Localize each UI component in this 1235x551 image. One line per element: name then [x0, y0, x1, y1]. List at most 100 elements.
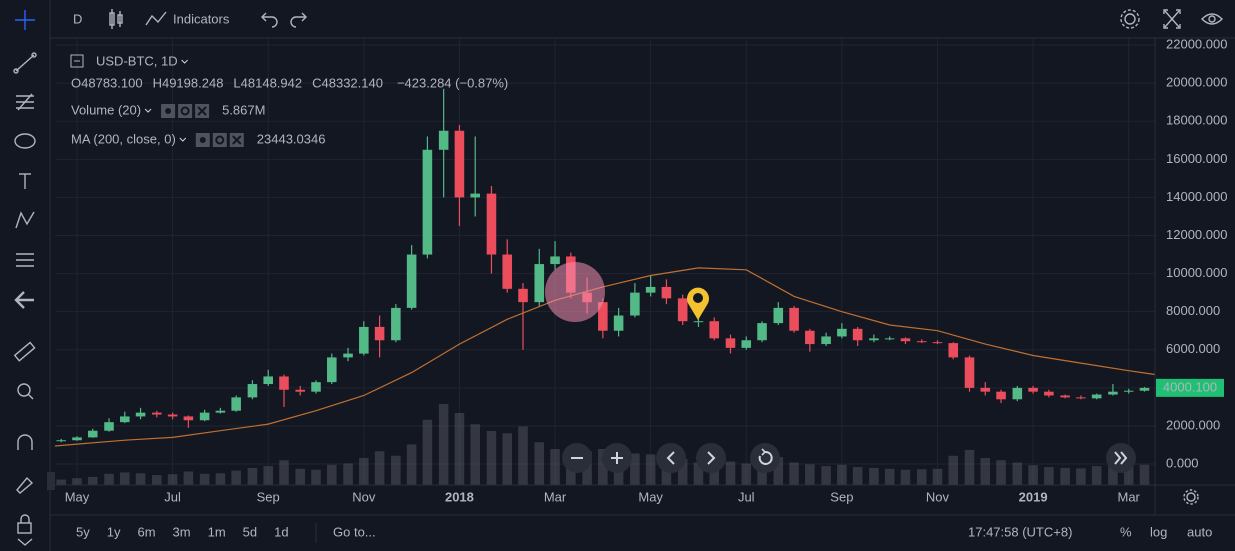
lock-draw-tool[interactable] [16, 476, 34, 494]
volume-bar [741, 463, 752, 485]
volume-bar [279, 460, 289, 485]
indicator-name[interactable]: Volume (20) [71, 102, 141, 117]
zoom-out-button[interactable] [562, 443, 592, 473]
crosshair-tool[interactable] [15, 10, 35, 30]
reset-button[interactable] [750, 443, 780, 473]
auto-toggle[interactable]: auto [1187, 524, 1212, 539]
volume-bar [1076, 468, 1086, 485]
axis-settings-button[interactable] [1183, 489, 1199, 505]
candle-body [1060, 395, 1070, 398]
range-button[interactable]: 1m [208, 524, 226, 539]
candle-body [327, 357, 337, 383]
pattern-tool[interactable] [15, 211, 35, 229]
candle-body [454, 130, 465, 198]
goto-button[interactable]: Go to... [333, 524, 376, 539]
location-pin[interactable] [686, 287, 709, 320]
magnet-tool[interactable] [17, 434, 33, 450]
ohlc-h-label: H [153, 75, 162, 90]
candle-body [486, 193, 497, 255]
range-button[interactable]: 3m [173, 524, 191, 539]
y-tick-label: 14000.000 [1166, 189, 1227, 204]
ohlc-open: 48783.100 [81, 75, 142, 90]
candle-body [534, 264, 545, 303]
range-button[interactable]: 1y [107, 524, 121, 539]
indicator-remove[interactable] [229, 133, 244, 147]
indicator-name[interactable]: MA (200, close, 0) [71, 131, 176, 146]
visibility-button[interactable] [1201, 13, 1223, 25]
zoom-in-button[interactable] [602, 443, 632, 473]
candle-body [677, 298, 688, 322]
indicators-button[interactable]: Indicators [173, 11, 230, 26]
redo-button[interactable] [290, 12, 307, 28]
indicator-visibility[interactable] [161, 104, 176, 118]
candle-body [773, 307, 784, 324]
fib-tool[interactable] [16, 93, 34, 111]
volume-bar [422, 419, 433, 485]
candle-body [900, 338, 911, 342]
scroll-right-button[interactable] [696, 443, 726, 473]
symbol-title[interactable]: USD-BTC, 1D [96, 53, 178, 68]
volume-bar [215, 473, 226, 485]
range-button[interactable]: 5d [243, 524, 257, 539]
indicator-remove[interactable] [195, 104, 210, 118]
undo-button[interactable] [261, 12, 278, 28]
candle-body [1028, 387, 1038, 392]
highlight-circle[interactable] [545, 262, 605, 322]
trend-line-tool[interactable] [13, 52, 37, 74]
zoom-tool[interactable] [17, 383, 34, 400]
indicator-visibility-glyph [165, 108, 172, 114]
candle-body [996, 391, 1006, 400]
indicator-visibility-glyph [199, 137, 206, 143]
candle-body [661, 286, 672, 299]
collapse-legend[interactable] [70, 54, 84, 68]
volume-bar [438, 404, 449, 485]
interval-button[interactable]: D [73, 11, 82, 26]
volume-bar [789, 462, 799, 485]
back-tool[interactable] [14, 291, 34, 309]
x-tick-label: Nov [926, 489, 950, 504]
candle-body [391, 307, 401, 341]
scroll-left-button[interactable] [656, 443, 686, 473]
collapse-handle[interactable] [47, 472, 55, 490]
shape-tool[interactable] [14, 133, 36, 149]
chart-type-button[interactable] [109, 9, 123, 29]
percent-toggle[interactable]: % [1120, 524, 1132, 539]
candle-body [598, 302, 608, 331]
measure-tool[interactable] [13, 341, 36, 362]
candle-body [311, 382, 321, 392]
candle-body [343, 353, 353, 358]
volume-bar [327, 464, 337, 485]
range-button[interactable]: 5y [76, 524, 90, 539]
lock-tool[interactable] [17, 514, 32, 534]
indicators-icon[interactable] [145, 11, 167, 26]
x-tick-label: Sep [257, 489, 280, 504]
text-tool[interactable] [19, 173, 31, 189]
candle-body [422, 149, 433, 255]
fullscreen-button[interactable] [1163, 9, 1181, 29]
ohlc-high: 49198.248 [162, 75, 223, 90]
volume-bar [900, 469, 911, 485]
volume-bar [135, 473, 146, 485]
scroll-to-end-button[interactable] [1106, 443, 1136, 473]
y-tick-label: 0.000 [1166, 455, 1199, 470]
volume-bar [1012, 462, 1023, 485]
settings-button[interactable] [1120, 9, 1140, 29]
prediction-tool[interactable] [16, 253, 34, 267]
indicator-settings[interactable] [212, 133, 227, 147]
range-button[interactable]: 6m [137, 524, 155, 539]
candle-body [645, 286, 656, 293]
more-tools[interactable] [17, 538, 33, 546]
candle-body [1012, 387, 1023, 400]
indicator-value: 5.867M [222, 102, 265, 117]
indicator-visibility[interactable] [195, 133, 210, 147]
candle-body [1123, 390, 1134, 392]
log-toggle[interactable]: log [1150, 524, 1167, 539]
candle-body [438, 130, 449, 150]
volume-bar [343, 463, 353, 485]
volume-bar [821, 466, 831, 485]
candle-body [630, 292, 640, 316]
candle-body [406, 254, 417, 308]
indicator-settings[interactable] [178, 104, 193, 118]
candle-body [884, 338, 895, 340]
range-button[interactable]: 1d [274, 524, 288, 539]
